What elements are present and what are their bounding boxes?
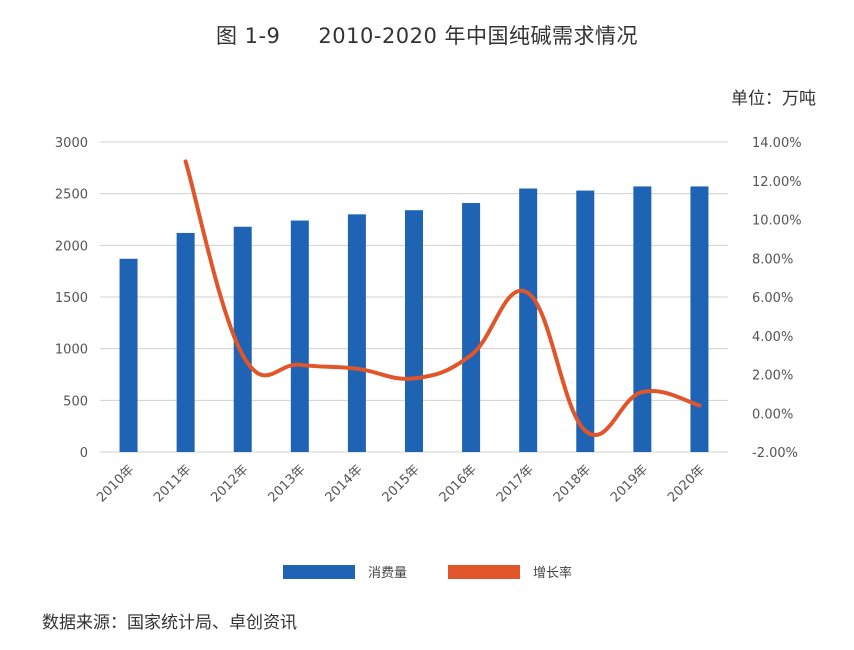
- y-right-tick-label: -2.00%: [752, 446, 798, 461]
- x-tick-label: 2018年: [551, 462, 594, 505]
- bar-series: [119, 186, 709, 453]
- y-right-tick-label: 6.00%: [752, 291, 793, 306]
- y-left-tick-label: 500: [63, 394, 88, 409]
- x-tick-label: 2010年: [94, 462, 137, 505]
- bar: [462, 202, 481, 452]
- line-series: [183, 159, 702, 437]
- x-tick-label: 2011年: [151, 462, 194, 505]
- y-left-tick-label: 1500: [55, 291, 88, 306]
- chart-title: 图 1-9 2010-2020 年中国纯碱需求情况: [0, 20, 854, 50]
- bar: [119, 258, 138, 452]
- bar: [690, 186, 709, 452]
- data-source: 数据来源：国家统计局、卓创资讯: [42, 613, 297, 633]
- y-right-tick-label: 2.00%: [752, 369, 793, 384]
- bar: [519, 188, 538, 452]
- title-text: 2010-2020 年中国纯碱需求情况: [318, 24, 639, 48]
- y-left-tick-label: 2000: [55, 239, 88, 254]
- legend-swatch-line: [448, 565, 520, 579]
- x-tick-label: 2019年: [608, 462, 651, 505]
- y-left-tick-label: 1000: [55, 343, 88, 358]
- y-left-tick-label: 0: [80, 446, 88, 461]
- bar: [176, 232, 195, 452]
- growth-rate-line: [183, 159, 702, 437]
- x-axis: 2010年 2011年 2012年 2013年 2014年 2015年 2016年 2017年…: [94, 462, 708, 505]
- bar: [633, 186, 652, 452]
- x-tick-label: 2012年: [208, 462, 251, 505]
- y-left-tick-label: 3000: [55, 136, 88, 151]
- x-tick-label: 2016年: [437, 462, 480, 505]
- legend-label-line: 增长率: [533, 565, 572, 581]
- y-right-tick-label: 12.00%: [752, 175, 802, 190]
- legend-swatch-bar: [283, 565, 355, 579]
- figure-number: 图 1-9: [215, 24, 281, 48]
- legend: 消费量 增长率: [283, 565, 572, 581]
- x-tick-label: 2013年: [265, 462, 308, 505]
- legend-label-bar: 消费量: [368, 566, 407, 581]
- bar: [233, 226, 252, 452]
- x-tick-label: 2017年: [494, 462, 537, 505]
- bar: [347, 214, 366, 452]
- y-right-tick-label: 4.00%: [752, 330, 793, 345]
- y-right-tick-label: 14.00%: [752, 136, 802, 151]
- y-left-tick-label: 2500: [55, 188, 88, 203]
- y-right-axis: -2.00% 0.00% 2.00% 4.00% 6.00% 8.00% 10.00% 12.…: [752, 136, 802, 461]
- x-tick-label: 2015年: [380, 462, 423, 505]
- y-left-axis: 0 500 1000 1500 2000 2500 3000: [55, 136, 88, 461]
- y-right-tick-label: 10.00%: [752, 214, 802, 229]
- bar: [405, 210, 423, 452]
- y-right-tick-label: 8.00%: [752, 252, 793, 267]
- bar: [576, 190, 595, 453]
- y-right-tick-label: 0.00%: [752, 407, 793, 422]
- unit-label: 单位：万吨: [731, 89, 816, 109]
- x-tick-label: 2014年: [323, 462, 366, 505]
- x-tick-label: 2020年: [665, 462, 708, 505]
- bar: [290, 220, 309, 452]
